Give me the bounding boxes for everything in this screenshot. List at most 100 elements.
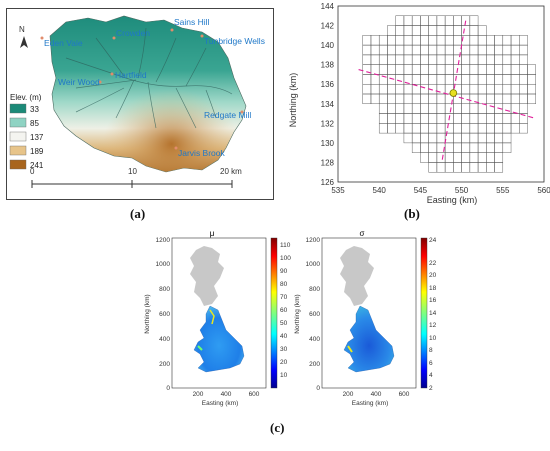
grid-cell	[519, 35, 528, 46]
grid-cell	[428, 15, 438, 26]
place-eden-vale: Eden Vale	[44, 38, 83, 48]
y-tick-128: 128	[321, 158, 335, 167]
grid-cell	[428, 103, 438, 114]
grid-cell	[395, 15, 405, 26]
grid-cell	[378, 44, 388, 56]
grid-cell	[486, 44, 495, 56]
map-sigma-ylabel: Northing (km)	[294, 294, 301, 333]
grid-cell	[477, 74, 487, 85]
map-sigma-xticks: 200 400 600	[343, 391, 410, 398]
grid-cell	[428, 74, 438, 85]
caption-a: (a)	[130, 206, 146, 221]
grid-cell	[477, 35, 487, 46]
grid-cell	[486, 74, 495, 85]
grid-cell	[510, 44, 520, 56]
grid-cell	[370, 93, 380, 105]
grid-cell	[395, 64, 405, 75]
grid-cell	[436, 93, 446, 105]
svg-text:10: 10	[429, 335, 437, 342]
grid-cell	[453, 123, 462, 134]
grid-cell	[387, 93, 396, 105]
svg-text:30: 30	[280, 346, 288, 353]
grid-cell	[420, 113, 429, 124]
grid-cell	[403, 103, 413, 114]
grid-cell	[469, 83, 479, 95]
grid-cell	[444, 25, 454, 36]
scale-tick-20: 20 km	[220, 167, 242, 176]
svg-text:6: 6	[429, 360, 433, 367]
grid-cell	[461, 142, 471, 153]
svg-text:0: 0	[316, 385, 320, 392]
grid-cell	[420, 142, 429, 153]
svg-text:24: 24	[429, 237, 437, 244]
grid-cell	[527, 83, 536, 95]
grid-cell	[461, 113, 471, 124]
grid-cell	[510, 64, 520, 75]
grid-cell	[395, 123, 405, 134]
x-tick-labels: 535 540 545 550 555 560	[331, 186, 550, 195]
grid-cell	[395, 74, 405, 85]
legend-swatch-85	[9, 117, 27, 128]
grid-cell	[387, 103, 396, 114]
x-tick-550: 550	[455, 186, 469, 195]
place-labels: Eden Vale Crowden Sains Hill Tunbridge W…	[40, 17, 265, 158]
grid-cell	[461, 15, 471, 26]
grid-cell	[461, 25, 471, 36]
y-axis-label: Northing (km)	[288, 73, 298, 128]
svg-text:1000: 1000	[156, 261, 171, 268]
grid-cell	[486, 103, 495, 114]
grid-cell	[378, 123, 388, 134]
map-mu: μ 10 20 30 40 50 60 70 80 90 100 110	[144, 229, 291, 407]
grid-cell	[387, 35, 396, 46]
grid-cell	[370, 44, 380, 56]
grid-cell	[444, 162, 454, 173]
grid-cell	[403, 83, 413, 95]
grid-cell	[486, 132, 495, 144]
grid-cell	[428, 44, 438, 56]
grid-cell	[453, 54, 462, 65]
x-tick-535: 535	[331, 186, 345, 195]
grid-cell	[436, 162, 446, 173]
grid-cell	[486, 64, 495, 75]
grid-cell	[444, 54, 454, 65]
legend-swatch-33	[9, 103, 27, 114]
grid-cell	[387, 44, 396, 56]
grid-cell	[469, 15, 479, 26]
grid-cell	[403, 64, 413, 75]
grid-cell	[486, 54, 495, 65]
grid-cell	[494, 35, 504, 46]
svg-text:1000: 1000	[306, 261, 321, 268]
grid-cell	[502, 103, 512, 114]
transect-line-1	[358, 69, 536, 119]
place-tunbridge-wells: Tunbridge Wells	[204, 36, 265, 46]
colorbar-mu	[270, 237, 278, 389]
grid-cell	[378, 83, 388, 95]
plot-frame	[337, 5, 545, 183]
svg-text:1200: 1200	[306, 237, 321, 244]
svg-text:400: 400	[371, 391, 382, 398]
grid-cell	[436, 25, 446, 36]
svg-text:N: N	[19, 25, 25, 34]
grid-cell	[420, 15, 429, 26]
scale-tick-0: 0	[30, 167, 35, 176]
svg-text:14: 14	[429, 310, 437, 317]
grid-cell	[461, 103, 471, 114]
grid-cell	[461, 74, 471, 85]
svg-text:600: 600	[249, 391, 260, 398]
model-grid-cells	[362, 15, 536, 173]
grid-cell	[444, 44, 454, 56]
grid-cell	[411, 74, 421, 85]
grid-cell	[387, 74, 396, 85]
grid-cell	[461, 132, 471, 144]
grid-cell	[436, 152, 446, 163]
grid-cell	[370, 35, 380, 46]
grid-cell	[395, 93, 405, 105]
svg-text:60: 60	[280, 307, 288, 314]
grid-cell	[494, 64, 504, 75]
place-crowden: Crowden	[116, 28, 150, 38]
grid-cell	[378, 64, 388, 75]
y-tick-130: 130	[321, 139, 335, 148]
scale-bar: 0 10 20 km	[20, 162, 260, 196]
grid-cell	[378, 35, 388, 46]
grid-cell	[428, 162, 438, 173]
